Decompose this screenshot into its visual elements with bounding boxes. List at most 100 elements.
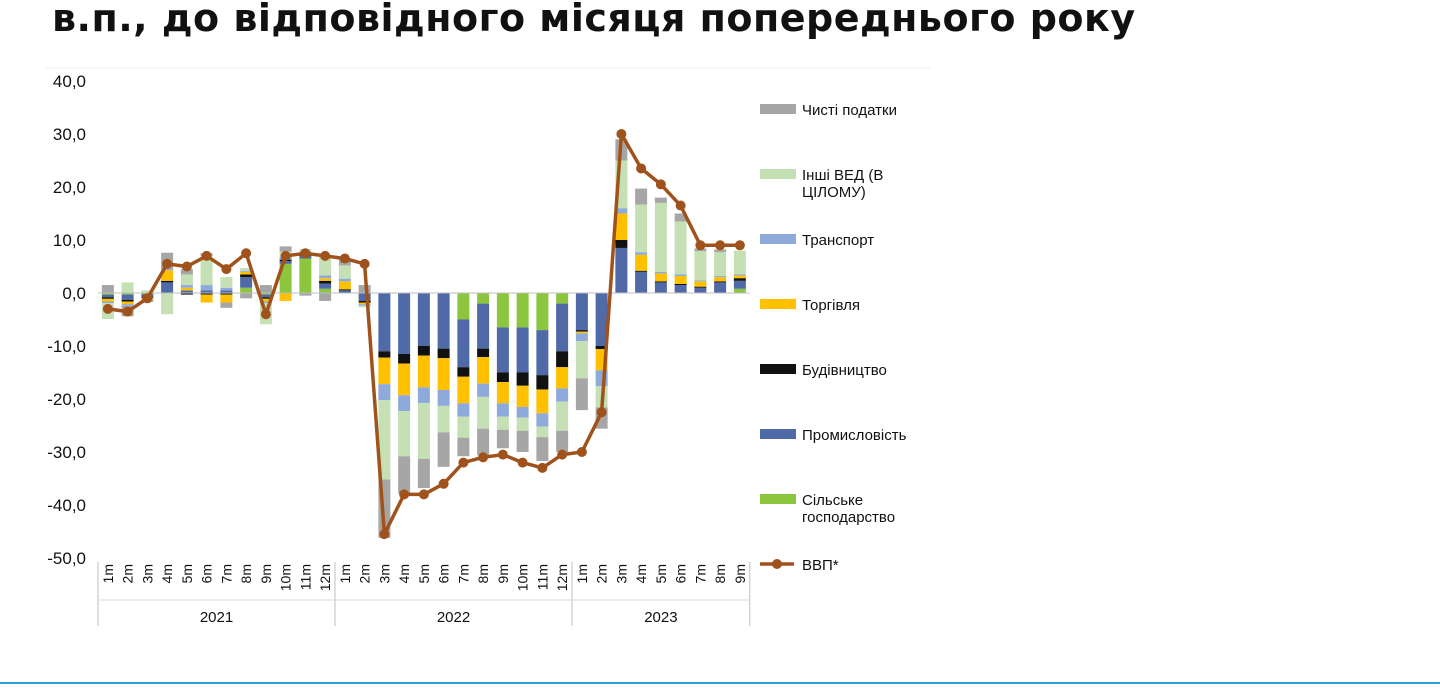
bar-segment	[319, 288, 332, 293]
legend-point-swatch	[772, 559, 782, 569]
y-tick-label: 10,0	[53, 231, 86, 250]
bar-segment	[516, 293, 529, 328]
bar-segment	[595, 293, 608, 346]
x-tick-label: 9m	[495, 564, 511, 583]
bar-segment	[714, 282, 727, 293]
x-tick-label: 9m	[258, 564, 274, 583]
bar-segment	[279, 261, 292, 264]
bar-segment	[437, 358, 450, 390]
bar-segment	[496, 293, 509, 328]
legend-item: ВВП*	[760, 557, 839, 574]
y-tick-label: 40,0	[53, 72, 86, 91]
bar-segment	[516, 417, 529, 431]
legend-item: Чисті податки	[760, 102, 897, 119]
bar-segment	[279, 293, 292, 301]
legend-label: господарство	[802, 509, 895, 526]
bar-segment	[200, 285, 213, 291]
bar-segment	[259, 285, 272, 293]
bar-segment	[101, 298, 114, 302]
bar-segment	[595, 346, 608, 350]
bar-segment	[338, 290, 351, 293]
bar-segment	[575, 333, 588, 342]
gdp-point	[596, 407, 607, 418]
bar-segment	[615, 208, 628, 214]
bar-segment	[516, 430, 529, 452]
bar-segment	[694, 286, 707, 288]
legend-item: Транспорт	[760, 232, 874, 249]
bar-segment	[635, 188, 648, 205]
bar-segment	[299, 258, 312, 293]
legend-swatch	[760, 169, 796, 179]
gdp-point	[734, 240, 745, 251]
bar-segment	[536, 330, 549, 376]
bar-segment	[417, 293, 430, 346]
bar-segment	[358, 304, 371, 306]
bar-segment	[437, 432, 450, 467]
bar-segment	[477, 357, 490, 384]
bar-segment	[378, 351, 391, 358]
y-tick-label: -50,0	[47, 549, 86, 568]
bar-segment	[161, 268, 174, 271]
x-tick-label: 7m	[692, 564, 708, 583]
bar-segment	[338, 281, 351, 290]
bar-segment	[121, 293, 134, 295]
x-tick-label: 7m	[455, 564, 471, 583]
gdp-point	[379, 529, 390, 540]
bar-segment	[378, 293, 391, 352]
bar-segment	[358, 285, 371, 293]
bar-segment	[556, 351, 569, 368]
bar-segment	[220, 287, 233, 291]
gdp-point	[616, 129, 627, 139]
bar-segment	[575, 331, 588, 334]
bar-segment	[240, 277, 253, 288]
gdp-point	[102, 303, 113, 314]
x-tick-label: 3m	[376, 564, 392, 583]
bar-segment	[319, 283, 332, 289]
bar-segment	[180, 290, 193, 293]
bar-segment	[556, 388, 569, 402]
bar-segment	[180, 293, 193, 295]
y-tick-label: -10,0	[47, 337, 86, 356]
bar-segment	[556, 303, 569, 352]
gdp-point	[557, 449, 568, 460]
year-label: 2022	[437, 609, 470, 626]
bar-segment	[556, 293, 569, 304]
bar-segment	[536, 293, 549, 331]
gdp-point	[695, 240, 706, 251]
bar-segment	[101, 293, 114, 295]
bar-segment	[161, 280, 174, 283]
bar-segment	[141, 290, 154, 293]
y-tick-label: -20,0	[47, 390, 86, 409]
bar-segment	[714, 276, 727, 278]
gdp-point	[241, 248, 252, 259]
bar-segment	[240, 270, 253, 272]
bar-segment	[536, 426, 549, 438]
bar-segment	[398, 353, 411, 364]
bar-segment	[378, 384, 391, 401]
bar-segment	[516, 372, 529, 386]
year-label: 2021	[200, 609, 233, 626]
bar-segment	[259, 297, 272, 299]
x-tick-label: 8m	[712, 564, 728, 583]
bar-segment	[615, 247, 628, 293]
gdp-line-layer	[102, 129, 745, 540]
gdp-point	[675, 200, 686, 211]
bar-segment	[694, 287, 707, 293]
bar-segment	[338, 265, 351, 279]
year-label: 2023	[644, 609, 677, 626]
bar-segment	[259, 301, 272, 304]
bar-segment	[417, 458, 430, 489]
gdp-point	[359, 258, 370, 269]
gdp-point	[655, 179, 666, 190]
legend-item: Торгівля	[760, 297, 860, 314]
legend-label: ЦІЛОМУ)	[802, 184, 866, 201]
bar-segment	[398, 395, 411, 412]
bar-segment	[200, 290, 213, 293]
y-tick-label: -30,0	[47, 443, 86, 462]
x-axis: 1m 2m 3m 4m 5m 6m 7m 8m 9m 10m 11m 12m 1m 2m 3m 4m 5m 6m 7…	[97, 562, 751, 626]
bar-segment	[101, 301, 114, 304]
x-tick-label: 8m	[475, 564, 491, 583]
bar-segment	[121, 282, 134, 293]
bar-segment	[516, 385, 529, 407]
